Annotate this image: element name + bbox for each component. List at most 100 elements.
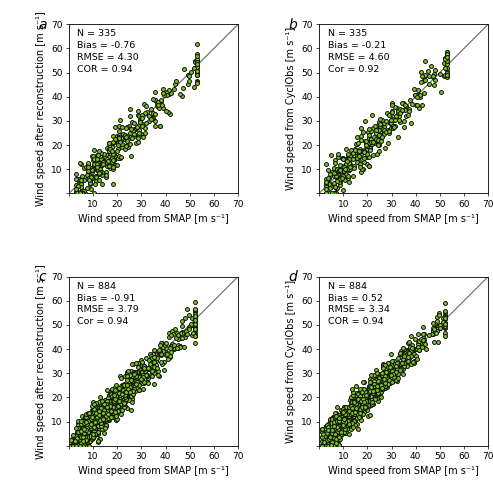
Point (340, 410, 348, 418)
Point (111, 123, 119, 131)
Point (372, 376, 380, 384)
Point (150, 380, 158, 388)
Point (76, 430, 84, 438)
Point (341, 413, 349, 421)
Point (103, 397, 111, 405)
Point (78, 432, 86, 440)
Point (92, 172, 100, 180)
Point (383, 383, 390, 391)
Point (117, 382, 125, 390)
Point (104, 402, 111, 410)
Point (69, 441, 77, 449)
Point (390, 122, 398, 130)
Point (324, 426, 332, 434)
Point (380, 379, 388, 387)
Point (336, 422, 344, 430)
Point (340, 420, 348, 428)
Point (83, 432, 91, 440)
Point (362, 405, 370, 413)
Point (347, 415, 354, 423)
Point (98, 414, 106, 422)
Point (176, 342, 184, 350)
Point (404, 352, 412, 360)
Point (191, 57, 199, 65)
Point (95, 404, 103, 412)
Point (91, 416, 99, 424)
Point (141, 124, 148, 132)
Point (346, 154, 354, 162)
Point (106, 402, 114, 410)
Point (193, 52, 201, 60)
Point (121, 392, 129, 400)
Point (175, 331, 182, 339)
Point (376, 132, 384, 140)
Point (336, 178, 344, 186)
Point (85, 176, 93, 184)
Point (108, 413, 116, 421)
Point (117, 153, 125, 161)
Point (350, 164, 358, 172)
Point (384, 374, 391, 382)
Point (348, 419, 355, 427)
Point (403, 112, 411, 120)
Point (406, 346, 414, 354)
Point (441, 314, 449, 322)
Point (371, 386, 379, 394)
Point (115, 397, 123, 405)
Point (93, 160, 101, 168)
Point (336, 412, 344, 420)
Point (81, 428, 89, 436)
Point (420, 330, 427, 338)
Point (122, 388, 130, 396)
Point (74, 182, 82, 190)
Point (365, 402, 373, 410)
Point (76, 190, 84, 198)
Point (317, 433, 325, 441)
Point (328, 427, 336, 435)
Point (193, 70, 201, 78)
Point (122, 142, 130, 150)
Point (348, 409, 355, 417)
Point (358, 407, 366, 415)
Point (86, 423, 94, 431)
Point (120, 388, 128, 396)
Point (150, 369, 158, 377)
Point (93, 418, 101, 426)
Point (123, 386, 131, 394)
Point (400, 346, 408, 354)
Point (367, 388, 375, 396)
Point (331, 170, 339, 177)
Point (74, 424, 82, 432)
Point (360, 385, 368, 393)
Point (111, 382, 119, 390)
Point (378, 120, 386, 128)
Point (328, 439, 336, 447)
Point (431, 76, 439, 84)
Point (335, 432, 343, 440)
Point (112, 154, 120, 162)
Point (354, 400, 362, 408)
Point (191, 321, 199, 329)
Point (138, 361, 146, 369)
Point (362, 388, 370, 396)
Point (366, 382, 374, 390)
Point (348, 402, 356, 409)
Point (102, 404, 110, 412)
Point (74, 440, 82, 448)
Point (106, 406, 113, 413)
Point (99, 413, 106, 421)
Point (345, 166, 353, 174)
Point (112, 403, 120, 411)
Point (140, 364, 148, 372)
Point (106, 408, 114, 416)
Point (325, 180, 333, 188)
Point (351, 398, 359, 406)
Point (154, 98, 162, 106)
Point (127, 132, 135, 140)
Point (362, 404, 370, 411)
Point (384, 358, 392, 366)
Point (131, 368, 139, 376)
Point (127, 378, 135, 386)
Point (180, 332, 188, 340)
Point (90, 408, 98, 416)
